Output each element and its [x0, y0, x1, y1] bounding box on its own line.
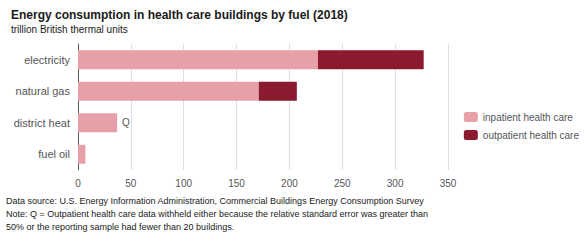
- svg-text:50: 50: [125, 178, 137, 189]
- svg-text:trillion British thermal units: trillion British thermal units: [11, 24, 128, 35]
- svg-text:district heat: district heat: [14, 117, 70, 129]
- svg-text:250: 250: [334, 178, 351, 189]
- svg-text:inpatient health care: inpatient health care: [483, 112, 574, 123]
- svg-text:fuel oil: fuel oil: [38, 148, 70, 160]
- svg-text:150: 150: [228, 178, 245, 189]
- svg-text:natural gas: natural gas: [16, 85, 71, 97]
- svg-text:100: 100: [175, 178, 192, 189]
- svg-text:outpatient health care: outpatient health care: [483, 130, 580, 141]
- svg-text:350: 350: [440, 178, 457, 189]
- svg-text:Data source: U.S. Energy Infor: Data source: U.S. Energy Information Adm…: [6, 196, 424, 206]
- svg-text:300: 300: [387, 178, 404, 189]
- svg-text:50% or the reporting sample ha: 50% or the reporting sample had fewer th…: [6, 222, 234, 232]
- svg-text:200: 200: [281, 178, 298, 189]
- svg-text:electricity: electricity: [24, 54, 70, 66]
- svg-text:0: 0: [75, 178, 81, 189]
- svg-text:Note: Q = Outpatient health ca: Note: Q = Outpatient health care data wi…: [6, 209, 428, 219]
- svg-text:Q: Q: [122, 117, 130, 128]
- svg-text:Energy consumption in health c: Energy consumption in health care buildi…: [11, 8, 348, 22]
